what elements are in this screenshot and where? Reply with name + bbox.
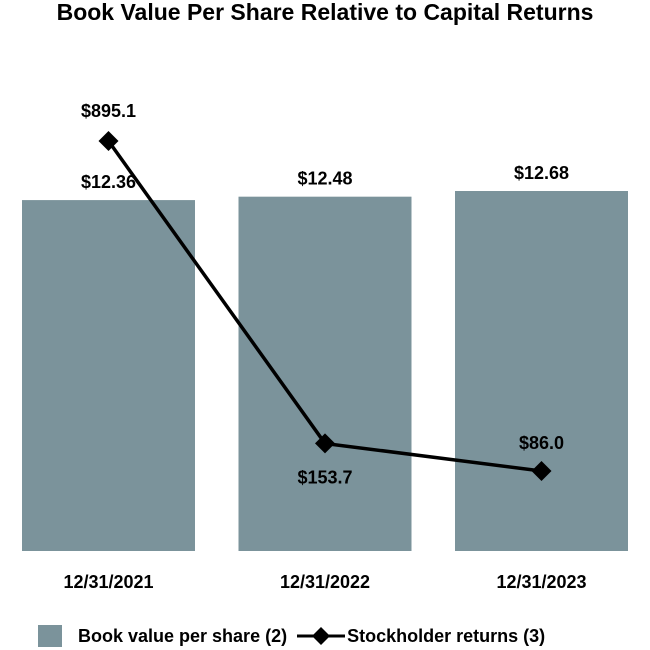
stockholder-returns-point-2 xyxy=(315,433,335,454)
legend-item-book-value: Book value per share (2) xyxy=(38,625,287,647)
stockholder-returns-label-3: $86.0 xyxy=(519,433,564,453)
legend-swatch-line-diamond xyxy=(297,627,346,645)
chart-legend: Book value per share (2) Stockholder ret… xyxy=(38,622,545,650)
x-tick-label-1: 12/31/2021 xyxy=(63,572,153,592)
bar-value-label-1: $12.36 xyxy=(81,172,136,192)
stockholder-returns-label-1: $895.1 xyxy=(81,101,136,121)
legend-swatch-bar xyxy=(38,625,62,647)
x-tick-label-3: 12/31/2023 xyxy=(496,572,586,592)
legend-label-book-value: Book value per share (2) xyxy=(78,625,288,646)
bar-value-label-2: $12.48 xyxy=(297,169,352,189)
legend-label-stockholder-returns: Stockholder returns (3) xyxy=(347,625,546,646)
chart-title: Book Value Per Share Relative to Capital… xyxy=(56,0,594,25)
bar-value-label-3: $12.68 xyxy=(514,163,569,183)
bar-2 xyxy=(238,196,412,552)
stockholder-returns-point-1 xyxy=(98,131,119,151)
bar-3 xyxy=(455,191,628,551)
legend-item-stockholder-returns: Stockholder returns (3) xyxy=(287,626,545,647)
stockholder-returns-label-2: $153.7 xyxy=(297,467,352,487)
stockholder-returns-point-3 xyxy=(531,461,552,482)
bar-1 xyxy=(22,200,195,551)
x-tick-label-2: 12/31/2022 xyxy=(280,572,370,592)
chart-plot-area: $12.36 $12.48 $12.68 12/31/2021 12/31/2022 12… xyxy=(22,101,628,592)
